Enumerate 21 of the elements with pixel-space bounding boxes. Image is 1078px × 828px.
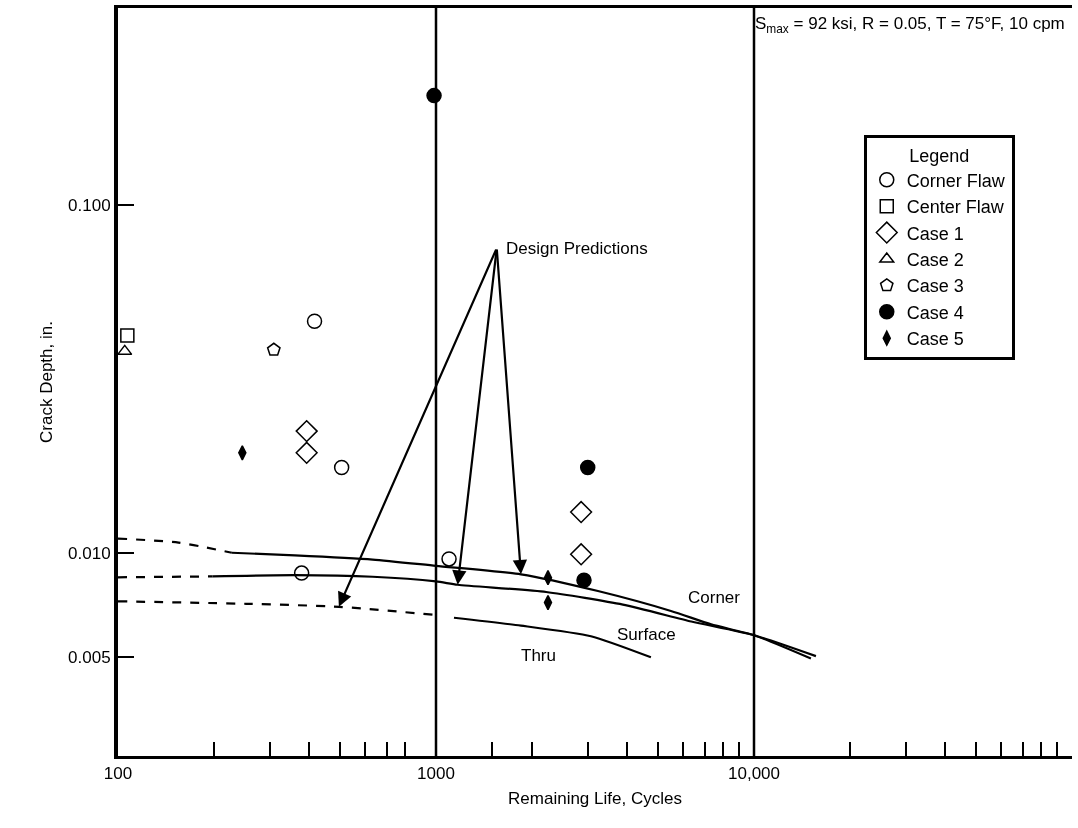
legend-title: Legend xyxy=(909,145,970,166)
legend-label: Case 3 xyxy=(906,276,964,297)
x-axis-title: Remaining Life, Cycles xyxy=(508,788,682,808)
legend-label: Case 1 xyxy=(906,223,964,244)
legend-label: Case 4 xyxy=(906,302,964,323)
y-tick-label: 0.005 xyxy=(68,648,111,668)
legend-label: Center Flaw xyxy=(906,197,1005,218)
legend-label: Case 2 xyxy=(906,249,964,270)
y-tick-label: 0.010 xyxy=(68,543,111,563)
annotation: Corner xyxy=(688,588,741,607)
x-tick-label: 1000 xyxy=(417,764,455,784)
legend-label: Case 5 xyxy=(906,329,964,350)
annotation: Design Predictions xyxy=(506,239,648,258)
annotation: Surface xyxy=(617,625,676,644)
annotation: S$_{max}$ = 92 ksi, R = 0.05, T = 75°F, 10 cpm xyxy=(755,14,1065,36)
annotation: Thru xyxy=(521,646,556,665)
legend-label: Corner Flaw xyxy=(906,170,1006,191)
x-tick-label: 10,000 xyxy=(728,764,780,784)
y-tick-label: 0.100 xyxy=(68,196,111,216)
y-axis-title: Crack Depth, in. xyxy=(37,321,57,443)
x-tick-label: 100 xyxy=(103,764,133,784)
